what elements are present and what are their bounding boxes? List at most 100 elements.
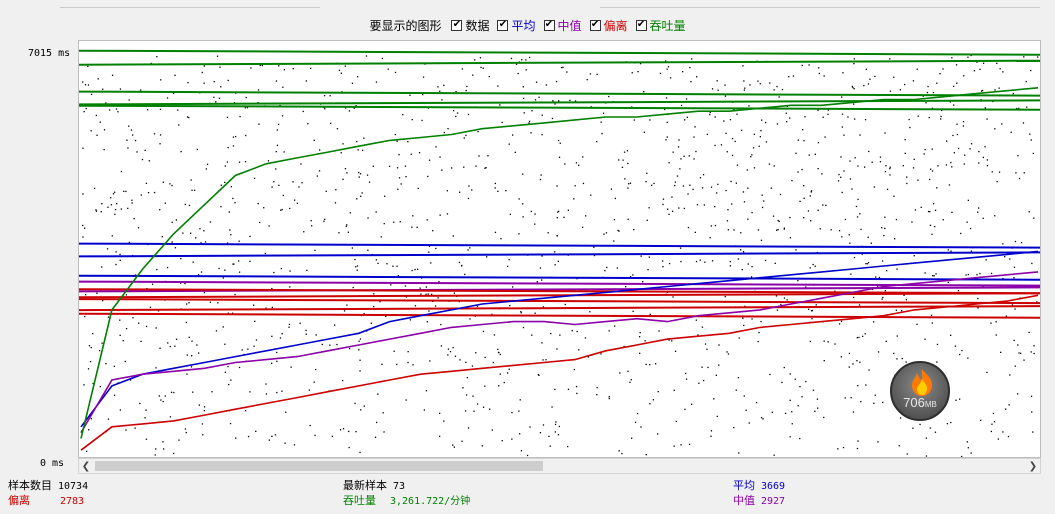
data-point [840,356,842,358]
data-point [899,417,902,419]
checkbox-icon[interactable]: ✔ [635,19,647,31]
data-point [355,431,357,433]
data-point [869,78,871,80]
data-point [827,109,829,111]
data-point [815,304,817,306]
data-point [435,146,437,148]
data-point [487,155,489,157]
data-point [927,210,930,213]
scroll-right-arrow-icon[interactable]: ❯ [1028,460,1038,472]
data-point [452,444,454,446]
legend-item-throughput[interactable]: ✔ 吞吐量 [635,17,686,34]
data-point [916,323,918,325]
data-point [232,145,235,147]
legend-item-median[interactable]: ✔ 中值 [543,17,582,34]
data-point [929,224,932,226]
data-point [185,431,187,434]
data-point [348,446,350,449]
data-point [863,84,865,87]
data-point [1002,431,1004,433]
data-point [603,233,605,235]
data-point [548,435,550,437]
data-point [573,368,575,371]
legend-item-average[interactable]: ✔ 平均 [497,17,536,34]
data-point [554,423,557,426]
data-point [386,263,388,265]
data-point [902,165,904,167]
data-point [209,221,212,223]
data-point [726,151,728,153]
data-point [180,282,182,284]
data-point [542,306,545,308]
data-point [923,153,925,155]
data-point [724,84,726,86]
data-point [126,139,128,141]
data-point [276,129,278,131]
data-point [937,165,939,167]
checkbox-icon[interactable]: ✔ [543,19,555,31]
data-point [911,221,913,223]
data-point [618,450,620,452]
data-point [228,211,230,213]
data-point [300,163,302,165]
reference-line [78,49,1041,56]
data-point [489,408,491,410]
data-point [449,351,452,353]
data-point [520,311,522,313]
legend-item-data[interactable]: ✔ 数据 [451,17,489,34]
data-point [528,120,531,122]
data-point [313,139,315,141]
data-point [441,169,443,171]
data-point [823,360,825,362]
data-point [219,66,221,68]
checkbox-icon[interactable]: ✔ [589,19,601,31]
data-point [187,82,189,84]
data-point [810,220,812,222]
data-point [475,165,477,167]
data-point [469,318,471,320]
memory-usage-badge[interactable]: 706MB [890,361,950,421]
data-point [411,119,413,121]
data-point [238,260,240,262]
data-point [981,90,983,92]
data-point [271,306,273,309]
horizontal-scrollbar[interactable]: ❮ ❯ [78,458,1041,474]
data-point [895,309,897,311]
data-point [881,260,884,262]
data-point [344,65,346,67]
data-point [84,315,86,318]
scroll-left-arrow-icon[interactable]: ❮ [81,460,91,472]
data-point [803,197,805,199]
data-point [742,317,744,319]
data-point [884,290,886,292]
data-point [102,88,104,90]
data-point [298,186,300,188]
data-point [827,113,829,115]
data-point [437,297,439,299]
data-point [848,352,851,355]
data-point [480,66,482,69]
checkbox-icon[interactable]: ✔ [497,19,509,31]
scroll-thumb[interactable] [95,461,543,471]
data-point [85,107,87,110]
data-point [154,454,156,456]
data-point [485,167,487,169]
data-point [978,162,980,164]
data-point [984,146,986,148]
data-point [253,304,255,306]
data-point [164,202,166,204]
legend-item-deviation[interactable]: ✔ 偏离 [589,17,628,34]
data-point [86,450,88,452]
data-point [906,453,908,455]
data-point [574,185,576,187]
data-point [538,374,540,376]
data-point [822,204,824,206]
data-point [816,398,819,400]
series-line [80,250,1039,428]
data-point [177,109,179,111]
data-point [692,188,694,191]
data-point [600,121,602,123]
checkbox-icon[interactable]: ✔ [451,19,463,31]
data-point [964,154,966,156]
data-point [751,318,753,320]
